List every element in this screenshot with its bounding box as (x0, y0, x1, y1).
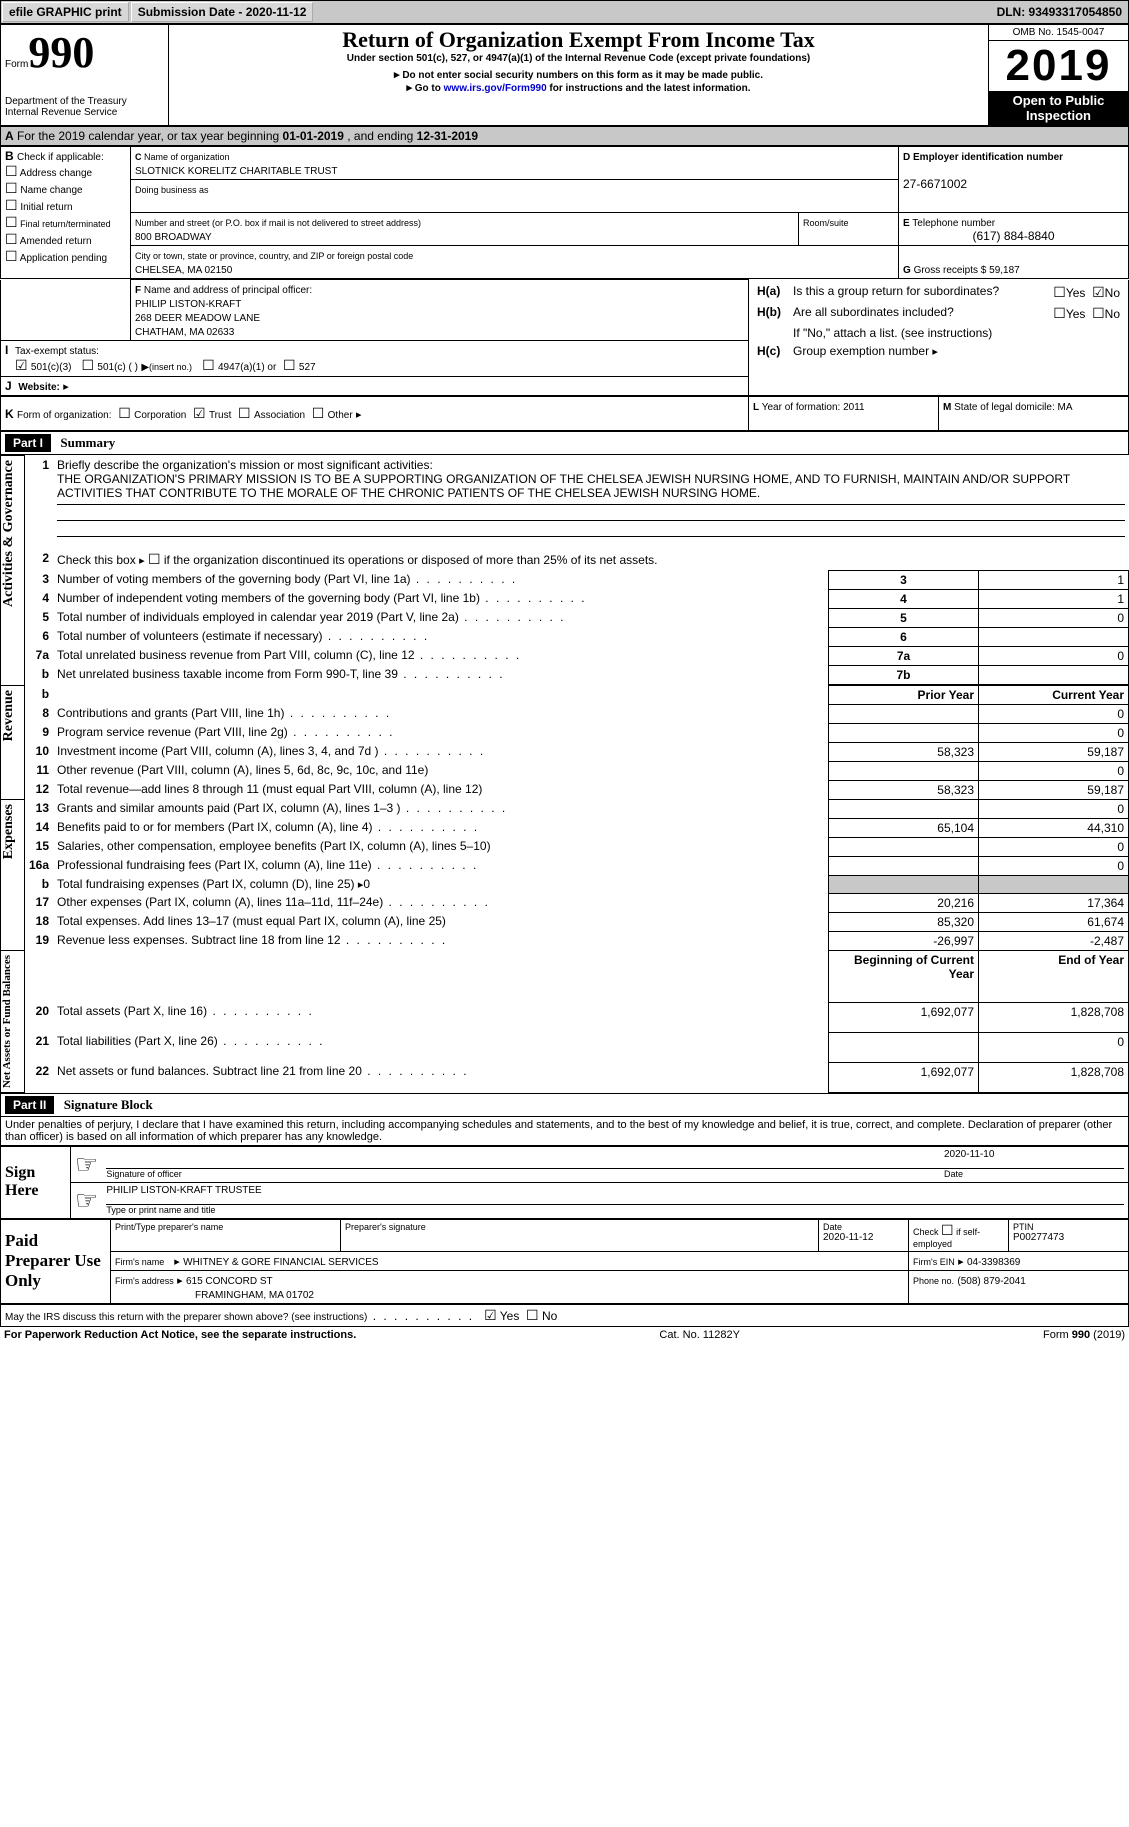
part-ii-title: Signature Block (58, 1097, 153, 1112)
cb-discuss-yes[interactable] (484, 1307, 497, 1323)
cb-hb-yes[interactable] (1053, 305, 1066, 321)
cb-final-return[interactable] (5, 214, 18, 230)
box-i: I Tax-exempt status: 501(c)(3) 501(c) ( … (1, 341, 749, 377)
omb: OMB No. 1545-0047 (989, 25, 1128, 41)
cb-address-change[interactable] (5, 163, 18, 179)
form-word: Form (5, 59, 28, 70)
cb-ha-no[interactable] (1092, 284, 1105, 300)
sign-here-label: Sign Here (5, 1164, 66, 1200)
page-footer: For Paperwork Reduction Act Notice, see … (0, 1327, 1129, 1343)
box-f: F Name and address of principal officer:… (131, 280, 749, 341)
part-i-title: Summary (54, 435, 115, 450)
cb-discontinued[interactable] (148, 551, 161, 567)
box-c-dba: Doing business as (131, 180, 899, 213)
part-ii-hdr: Part II (5, 1096, 54, 1114)
cb-initial-return[interactable] (5, 197, 18, 213)
cb-assoc[interactable] (238, 405, 251, 421)
cb-ha-yes[interactable] (1053, 284, 1066, 300)
efile-print-button[interactable]: efile GRAPHIC print (2, 2, 129, 22)
box-e: E Telephone number (617) 884-8840 (899, 213, 1129, 246)
mission-text: THE ORGANIZATION'S PRIMARY MISSION IS TO… (57, 472, 1070, 500)
cb-name-change[interactable] (5, 180, 18, 196)
note-goto: Go to www.irs.gov/Form990 for instructio… (173, 81, 984, 94)
box-h: H(a) Is this a group return for subordin… (749, 280, 1129, 396)
form990-link[interactable]: www.irs.gov/Form990 (444, 83, 547, 94)
box-m: M State of legal domicile: MA (939, 397, 1129, 431)
box-d: D Employer identification number 27-6671… (899, 147, 1129, 213)
box-k: K Form of organization: Corporation Trus… (1, 397, 749, 431)
cb-trust[interactable] (193, 405, 206, 421)
box-c-room: Room/suite (799, 213, 899, 246)
box-j: J Website: (1, 377, 749, 396)
cb-amended-return[interactable] (5, 231, 18, 247)
cb-501c3[interactable] (15, 357, 28, 373)
section-revenue: Revenue (1, 686, 17, 745)
header-table: Form990 Department of the Treasury Inter… (0, 24, 1129, 126)
box-l: L Year of formation: 2011 (749, 397, 939, 431)
box-b: B Check if applicable: Address change Na… (1, 147, 131, 279)
entity-info-table: B Check if applicable: Address change Na… (0, 146, 1129, 279)
cb-corp[interactable] (118, 405, 131, 421)
part-i-table: Activities & Governance 1 Briefly descri… (0, 455, 1129, 1093)
discuss-with-preparer: May the IRS discuss this return with the… (1, 1304, 1129, 1326)
box-c-addr: Number and street (or P.O. box if mail i… (131, 213, 799, 246)
cb-other[interactable] (312, 405, 325, 421)
line-a: A A For the 2019 calendar year, or tax y… (1, 127, 1129, 146)
section-netassets: Net Assets or Fund Balances (1, 951, 13, 1092)
officer-name-title: PHILIP LISTON-KRAFT TRUSTEE (106, 1185, 1124, 1205)
cb-hb-no[interactable] (1092, 305, 1105, 321)
topbar: efile GRAPHIC print Submission Date - 20… (0, 0, 1129, 24)
section-expenses: Expenses (1, 800, 17, 863)
section-ag: Activities & Governance (1, 456, 17, 611)
paid-preparer-label: Paid Preparer Use Only (5, 1231, 106, 1291)
form-subtitle: Under section 501(c), 527, or 4947(a)(1)… (173, 53, 984, 64)
part-i-hdr: Part I (5, 434, 51, 452)
form-title: Return of Organization Exempt From Incom… (173, 27, 984, 53)
box-c-city: City or town, state or province, country… (131, 246, 899, 279)
cb-527[interactable] (283, 357, 296, 373)
dln: DLN: 93493317054850 (991, 1, 1128, 23)
form-number: 990 (28, 28, 94, 77)
box-g: G Gross receipts $ 59,187 (899, 246, 1129, 279)
box-c-name: C Name of organization SLOTNICK KORELITZ… (131, 147, 899, 180)
tax-year: 2019 (989, 41, 1128, 91)
dept-treasury: Department of the Treasury Internal Reve… (5, 96, 164, 118)
perjury-declaration: Under penalties of perjury, I declare th… (0, 1117, 1129, 1146)
cb-discuss-no[interactable] (526, 1307, 539, 1323)
cb-application-pending[interactable] (5, 248, 18, 264)
cb-4947[interactable] (202, 357, 215, 373)
note-ssn: Do not enter social security numbers on … (173, 68, 984, 81)
cb-self-employed[interactable] (941, 1222, 954, 1238)
open-public-inspection: Open to Public Inspection (989, 91, 1128, 125)
submission-date: Submission Date - 2020-11-12 (131, 2, 314, 22)
cb-501c[interactable] (82, 357, 95, 373)
